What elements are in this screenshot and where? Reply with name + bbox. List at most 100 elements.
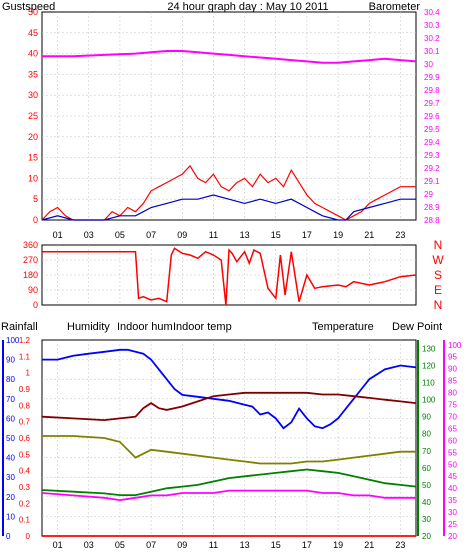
compass-label: S [434,268,442,282]
y-tick-label: 35 [448,496,457,505]
y-tick-label: 50 [448,460,457,469]
panel3-lines [41,348,417,537]
y-tick-label: 0 [33,300,38,310]
y-tick-label: 30 [6,473,15,482]
y-tick-label: 130 [422,345,436,354]
y-tick-label: 10 [28,173,38,183]
y-tick-label: 0.9 [19,385,31,394]
y-tick-label: 360 [23,240,38,250]
y-tick-label: 1.1 [19,352,31,361]
y-tick-label: 1 [26,369,31,378]
y-tick-label: 5 [33,194,38,204]
x-tick-label: 11 [209,230,218,240]
x-tick-label: 05 [115,540,125,550]
y-tick-label: 40 [6,454,15,463]
y-tick-label: 80 [422,430,431,439]
x-tick-label: 15 [271,540,281,550]
panel1-ticks: 0510152025303540455028.828.92929.129.229… [28,7,440,240]
y-tick-label: 40 [422,498,431,507]
y-tick-label: 40 [28,49,38,59]
y-tick-label: 29.9 [424,73,440,82]
y-tick-label: 10 [6,512,15,521]
y-tick-label: 30 [28,90,38,100]
x-tick-label: 07 [146,540,156,550]
y-tick-label: 20 [448,532,457,541]
y-tick-label: 35 [28,69,38,79]
y-tick-label: 20 [28,132,38,142]
y-tick-label: 0.7 [19,418,31,427]
y-tick-label: 0.6 [19,434,31,443]
x-tick-label: 17 [302,540,312,550]
x-tick-label: 03 [84,230,94,240]
x-tick-label: 13 [240,540,250,550]
x-tick-label: 01 [53,230,63,240]
y-tick-label: 80 [6,375,15,384]
y-tick-label: 0 [6,532,11,541]
compass-label: N [434,238,443,252]
humidity-label: Humidity [67,321,110,333]
y-tick-label: 0 [33,215,38,225]
y-tick-label: 100 [422,396,436,405]
y-tick-label: 0.3 [19,483,31,492]
x-tick-label: 23 [395,230,405,240]
y-tick-label: 70 [448,412,457,421]
series-line-wind-direction [42,247,417,306]
y-tick-label: 85 [448,377,457,386]
y-tick-label: 29 [424,190,433,199]
y-tick-label: 29.7 [424,99,440,108]
series-line-temperature [41,468,417,497]
series-line-wind [41,194,416,221]
compass-label: N [434,298,443,312]
x-tick-label: 03 [84,540,94,550]
y-tick-label: 0.2 [19,499,31,508]
y-tick-label: 90 [6,356,15,365]
y-tick-label: 60 [6,414,15,423]
y-tick-label: 25 [28,111,38,121]
compass-label: E [434,283,442,297]
x-tick-label: 09 [177,540,187,550]
compass-label: W [432,253,444,267]
x-tick-label: 21 [364,540,374,550]
x-tick-label: 13 [240,230,250,240]
y-tick-label: 65 [448,424,457,433]
y-tick-label: 100 [6,336,20,345]
temperature-label: Temperature [312,321,374,333]
y-tick-label: 25 [448,520,457,529]
series-line-dew-point [41,489,416,502]
y-tick-label: 30.4 [424,8,440,17]
barometer-axis-label: Barometer [369,1,421,13]
y-tick-label: 90 [28,285,38,295]
y-tick-label: 30.1 [424,47,440,56]
y-tick-label: 40 [448,484,457,493]
y-tick-label: 29.1 [424,177,440,186]
x-tick-label: 07 [146,230,156,240]
y-tick-label: 90 [448,365,457,374]
series-line-barometer [42,50,417,64]
series-line-humidity [42,348,417,430]
y-tick-label: 60 [448,436,457,445]
y-tick-label: 70 [422,447,431,456]
y-tick-label: 30 [424,60,433,69]
y-tick-label: 30.3 [424,21,440,30]
y-tick-label: 180 [23,270,38,280]
y-tick-label: 75 [448,401,457,410]
y-tick-label: 29.8 [424,86,440,95]
y-tick-label: 95 [448,353,457,362]
y-tick-label: 0 [26,532,31,541]
y-tick-label: 45 [448,472,457,481]
indoor-hum-label: Indoor hum [117,321,173,333]
chart-title: 24 hour graph day : May 10 2011 [167,1,328,13]
y-tick-label: 0.8 [19,401,31,410]
y-tick-label: 60 [422,464,431,473]
x-tick-label: 09 [177,230,187,240]
y-tick-label: 30 [422,515,431,524]
y-tick-label: 30.2 [424,34,440,43]
series-line-indoor-hum [42,435,416,465]
y-tick-label: 50 [28,7,38,17]
y-tick-label: 20 [422,532,431,541]
x-tick-label: 19 [333,230,343,240]
panel3-grid [42,340,416,536]
gust-axis-label: Gustspeed [2,1,55,13]
x-tick-label: 23 [395,540,405,550]
